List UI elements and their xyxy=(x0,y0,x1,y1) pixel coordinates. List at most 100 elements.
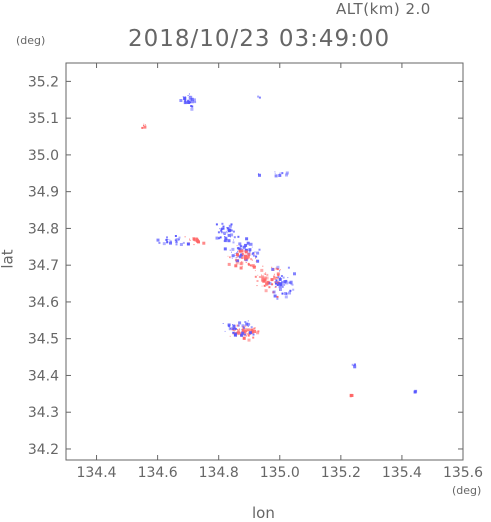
echo-point xyxy=(246,331,247,333)
echo-point xyxy=(236,259,240,263)
echo-point xyxy=(266,273,269,276)
echo-point xyxy=(244,325,247,328)
echo-point xyxy=(219,236,222,239)
echo-point xyxy=(247,325,249,327)
echo-point xyxy=(197,240,199,242)
echo-point xyxy=(244,338,246,340)
echo-point xyxy=(353,365,357,369)
echo-point xyxy=(258,173,261,177)
echo-point xyxy=(179,99,183,102)
echo-point xyxy=(234,255,236,257)
echo-point xyxy=(242,245,246,249)
echo-point xyxy=(268,281,272,285)
echo-point xyxy=(191,105,194,108)
echo-point xyxy=(252,252,255,255)
echo-point xyxy=(237,330,239,332)
datetime-title: 2018/10/23 03:49:00 xyxy=(128,26,391,52)
echo-point xyxy=(244,321,247,323)
echo-point xyxy=(178,238,180,240)
echo-point xyxy=(241,324,245,328)
echo-point xyxy=(188,93,190,95)
echo-point xyxy=(220,228,223,231)
echo-point xyxy=(247,320,249,322)
echo-point xyxy=(253,253,255,255)
x-tick-label: 135.2 xyxy=(321,465,361,481)
echo-point xyxy=(219,228,221,230)
echo-point xyxy=(189,238,190,240)
echo-point xyxy=(228,224,232,228)
echo-point xyxy=(184,99,187,102)
echo-point xyxy=(182,96,184,98)
echo-point xyxy=(274,171,276,173)
y-tick-label: 34.2 xyxy=(28,442,59,458)
y-tick-label: 34.7 xyxy=(28,258,59,274)
echo-point xyxy=(261,277,264,280)
echo-point xyxy=(245,261,247,263)
echo-point xyxy=(271,267,275,271)
echo-point xyxy=(354,363,356,366)
echo-point xyxy=(223,231,226,235)
echo-point xyxy=(230,229,233,232)
echo-point xyxy=(248,244,250,246)
echo-point xyxy=(156,238,160,242)
echo-point xyxy=(281,285,284,288)
echo-point xyxy=(237,235,240,238)
y-tick-label: 35.1 xyxy=(28,111,59,127)
echo-point xyxy=(183,101,187,105)
echo-point xyxy=(291,283,294,286)
echo-point xyxy=(236,324,239,327)
echo-point xyxy=(245,237,249,241)
echo-point xyxy=(279,174,281,176)
echo-point xyxy=(220,231,223,234)
echo-point xyxy=(249,264,252,267)
echo-point xyxy=(245,248,248,252)
echo-point xyxy=(227,255,229,257)
echo-point xyxy=(251,246,253,248)
echo-point xyxy=(245,329,247,332)
echo-point xyxy=(232,241,235,244)
x-tick-label: 135.4 xyxy=(382,465,422,481)
echo-point xyxy=(279,283,283,287)
echo-point xyxy=(141,126,144,129)
echo-point xyxy=(227,262,231,266)
echo-point xyxy=(293,272,296,276)
echo-point xyxy=(261,285,263,287)
echo-point xyxy=(227,239,231,243)
echo-point xyxy=(143,125,147,129)
echo-point xyxy=(281,292,284,295)
echo-point xyxy=(266,280,270,284)
echo-point xyxy=(277,282,281,286)
echo-point xyxy=(244,258,247,261)
echo-point xyxy=(239,262,243,266)
echo-point xyxy=(234,331,235,333)
echo-point xyxy=(232,331,235,334)
echo-point xyxy=(144,124,146,126)
echo-point xyxy=(265,282,268,286)
echo-point xyxy=(240,329,242,331)
echo-point xyxy=(252,336,255,339)
echo-point xyxy=(234,253,236,255)
echo-point xyxy=(282,276,285,279)
echo-point xyxy=(275,281,277,283)
echo-point xyxy=(255,257,256,259)
echo-point xyxy=(237,324,240,327)
echo-point xyxy=(273,276,277,280)
echo-point xyxy=(254,270,256,272)
echo-point xyxy=(175,241,178,244)
echo-point xyxy=(228,228,231,231)
echo-point xyxy=(255,255,258,258)
echo-point xyxy=(247,334,250,337)
echo-point xyxy=(250,258,253,261)
echo-point xyxy=(238,321,242,325)
echo-point xyxy=(258,96,261,99)
echo-point xyxy=(238,249,242,253)
echo-point xyxy=(273,273,275,275)
echo-point xyxy=(244,250,248,254)
echo-point xyxy=(229,256,232,259)
echo-point xyxy=(241,257,244,259)
echo-point xyxy=(218,237,221,240)
echo-point xyxy=(229,335,231,337)
echo-point xyxy=(165,238,168,241)
echo-point xyxy=(241,248,242,250)
echo-point xyxy=(232,324,234,326)
